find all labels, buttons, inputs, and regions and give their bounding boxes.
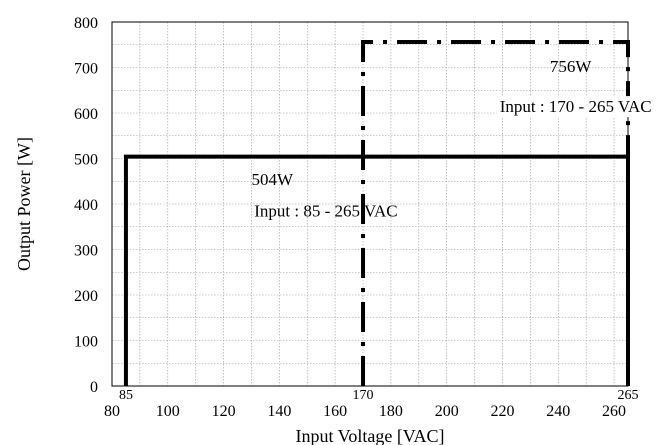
- x-tick-label: 200: [435, 403, 459, 420]
- y-tick-label: 200: [74, 288, 98, 305]
- x-marker-label: 265: [618, 388, 639, 403]
- y-tick-labels: 0 100 200 300 400 500 600 700 800: [74, 15, 98, 396]
- y-tick-label: 100: [74, 334, 98, 351]
- grid: [111, 21, 628, 387]
- x-axis-label: Input Voltage [VAC]: [295, 426, 444, 445]
- annotation-range-756: Input : 170 - 265 VAC: [500, 97, 652, 116]
- y-tick-label: 700: [74, 61, 98, 78]
- x-tick-label: 80: [104, 403, 120, 420]
- x-marker-labels: 85 170 265: [119, 388, 639, 403]
- series-line-1: [123, 154, 630, 386]
- x-tick-label: 140: [267, 403, 291, 420]
- annotations: 504W Input : 85 - 265 VAC 756W Input : 170 …: [251, 57, 655, 221]
- x-tick-label: 260: [602, 403, 626, 420]
- y-tick-label: 300: [74, 243, 98, 260]
- annotation-range-504: Input : 85 - 265 VAC: [254, 202, 397, 221]
- x-marker-label: 85: [119, 388, 133, 403]
- x-tick-labels: 80 100 120 140 160 180 200 220 240 260: [104, 403, 626, 420]
- annotation-power-504: 504W: [251, 170, 294, 189]
- y-tick-label: 800: [74, 15, 98, 32]
- y-axis-label: Output Power [W]: [14, 137, 34, 271]
- annotation-background: [496, 96, 655, 118]
- annotation-power-756: 756W: [550, 57, 593, 76]
- x-tick-label: 240: [546, 403, 570, 420]
- y-tick-label: 0: [90, 379, 98, 396]
- x-tick-label: 180: [379, 403, 403, 420]
- series-line-2: [361, 40, 630, 386]
- x-tick-label: 120: [212, 403, 236, 420]
- y-tick-label: 600: [74, 106, 98, 123]
- y-tick-label: 500: [74, 152, 98, 169]
- x-tick-label: 220: [490, 403, 514, 420]
- y-tick-label: 400: [74, 197, 98, 214]
- x-tick-label: 100: [156, 403, 180, 420]
- plot-frame: [111, 21, 629, 387]
- x-marker-label: 170: [353, 388, 374, 403]
- x-tick-label: 160: [323, 403, 347, 420]
